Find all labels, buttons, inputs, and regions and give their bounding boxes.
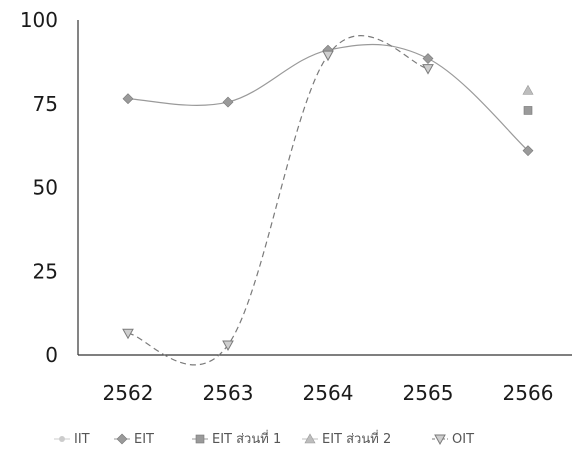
- data-point: [222, 96, 234, 108]
- legend-label: OIT: [452, 432, 474, 447]
- legend-marker: [434, 434, 446, 446]
- legend-label: IIT: [74, 432, 90, 447]
- data-point: [122, 328, 134, 340]
- legend-label: EIT ส่วนที่ 2: [322, 430, 391, 447]
- data-point: [422, 64, 434, 75]
- data-point: [522, 84, 534, 95]
- data-point: [222, 340, 234, 351]
- legend-marker: [304, 433, 316, 444]
- data-point: [422, 53, 434, 64]
- legend-label: EIT ส่วนที่ 1: [212, 430, 281, 447]
- data-point: [122, 93, 134, 105]
- legend-marker: [116, 433, 128, 445]
- series-line-oit: [127, 35, 429, 366]
- x-tick-label: 2563: [203, 381, 254, 405]
- legend-label: EIT: [134, 432, 154, 447]
- legend-marker: [195, 434, 205, 444]
- y-tick-label: 50: [33, 176, 58, 200]
- x-tick-label: 2566: [503, 381, 554, 405]
- x-tick-label: 2564: [303, 381, 354, 405]
- data-point: [322, 50, 334, 62]
- data-point: [523, 106, 533, 115]
- y-tick-label: 0: [45, 343, 58, 367]
- y-tick-label: 25: [33, 259, 58, 283]
- y-tick-label: 100: [20, 8, 58, 32]
- x-tick-label: 2562: [103, 381, 154, 405]
- y-tick-label: 75: [33, 92, 58, 116]
- data-point: [522, 145, 534, 157]
- x-tick-label: 2565: [403, 381, 454, 405]
- legend-marker: [59, 436, 65, 442]
